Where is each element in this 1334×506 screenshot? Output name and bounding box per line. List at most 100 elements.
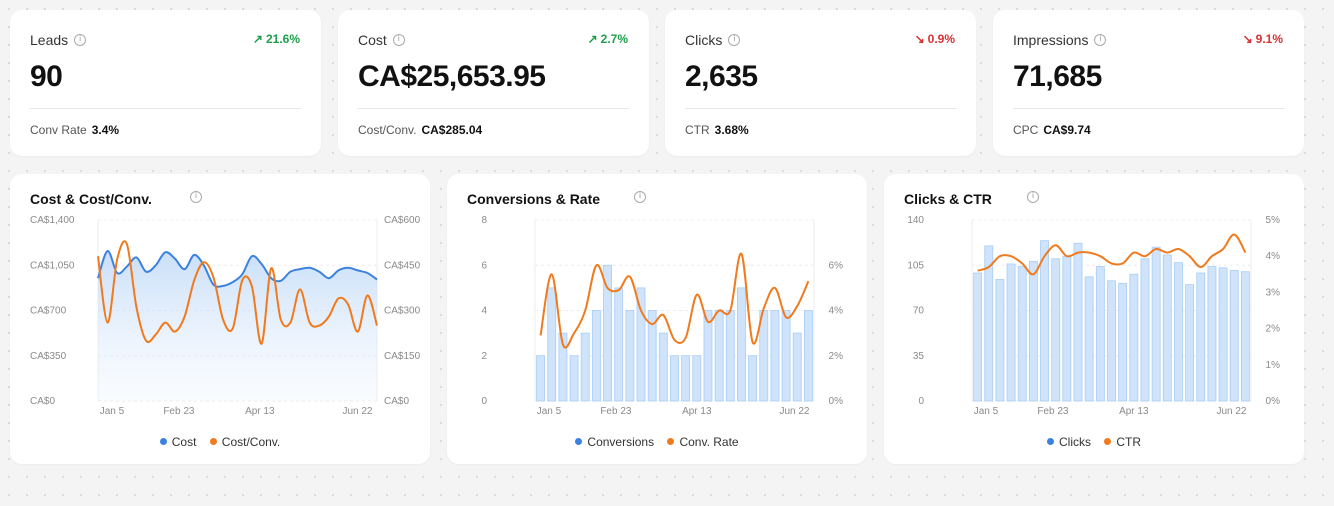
y-right-tick: CA$0: [384, 396, 409, 407]
chart-legend: Conversions Conv. Rate: [447, 434, 867, 449]
x-tick: Apr 13: [1119, 406, 1149, 417]
bar: [1017, 266, 1027, 402]
x-tick: Apr 13: [245, 406, 275, 417]
x-tick: Jun 22: [342, 406, 372, 417]
y-right-tick: 1%: [1266, 360, 1281, 371]
kpi-label-wrap: Clicks: [685, 32, 741, 48]
kpi-sub: CTR 3.68%: [685, 123, 749, 137]
x-tick: Jan 5: [100, 406, 125, 417]
bar: [1040, 240, 1049, 402]
y-right-tick: CA$600: [384, 215, 421, 226]
bar: [647, 310, 657, 402]
legend-label: Cost/Conv.: [221, 434, 281, 449]
kpi-value: 2,635: [685, 60, 758, 93]
legend-item[interactable]: Conversions: [575, 435, 654, 449]
y-right-tick: CA$150: [384, 351, 421, 362]
bar: [580, 332, 590, 402]
bar: [681, 355, 691, 402]
legend-dot: [667, 438, 675, 445]
cost-per-conv-line: [97, 240, 378, 345]
legend-item[interactable]: Conv. Rate: [667, 434, 739, 449]
bar: [1084, 276, 1094, 402]
trend-up-icon: ↗: [252, 32, 263, 46]
bar: [558, 332, 568, 402]
chart-card-clicks: Clicks & CTR 0 35 70 105 140 0% 1% 2% 3% 4% 5% Jan …: [884, 174, 1304, 464]
y-left-tick: CA$0: [30, 396, 55, 407]
bar: [770, 310, 780, 402]
bar: [984, 245, 994, 402]
rate-line: [977, 233, 1247, 276]
trend-down-icon: ↘: [1242, 32, 1253, 46]
y-left-tick: CA$1,400: [30, 215, 75, 226]
kpi-delta-value: 21.6%: [265, 32, 300, 46]
legend-item[interactable]: Cost/Conv.: [209, 434, 281, 449]
y-left-tick: 4: [481, 306, 487, 317]
trend-down-icon: ↘: [914, 32, 925, 46]
kpi-sub-label: CTR: [685, 123, 710, 137]
legend-label: Cost: [171, 434, 197, 449]
kpi-label: Clicks: [685, 32, 723, 48]
y-left-tick: CA$350: [30, 351, 67, 362]
chart-title: Clicks & CTR: [904, 191, 992, 207]
kpi-label-wrap: Cost: [358, 32, 405, 48]
bar: [692, 355, 702, 402]
kpi-label: Impressions: [1013, 32, 1089, 48]
legend-item[interactable]: CTR: [1104, 435, 1141, 449]
kpi-sub: Conv Rate 3.4%: [30, 123, 119, 137]
divider: [358, 108, 629, 109]
y-right-tick: 2%: [1266, 324, 1281, 335]
bar: [1229, 270, 1239, 402]
kpi-delta: ↗ 2.7%: [588, 32, 628, 46]
bar: [658, 332, 668, 402]
y-right-tick: 6%: [829, 260, 844, 271]
bar: [603, 264, 612, 402]
kpi-label: Cost: [358, 32, 387, 48]
legend-label: Conv. Rate: [679, 434, 739, 449]
bar: [973, 272, 982, 402]
legend-item[interactable]: Clicks: [1046, 435, 1091, 449]
info-icon[interactable]: [1027, 191, 1039, 203]
bar: [636, 287, 646, 402]
info-icon[interactable]: [1094, 34, 1107, 46]
kpi-card-clicks: Clicks ↘0.9% 2,635 CTR 3.68%: [665, 10, 976, 156]
info-icon[interactable]: [728, 34, 741, 46]
x-tick: Jan 5: [537, 406, 562, 417]
kpi-value: CA$25,653.95: [358, 60, 546, 93]
info-icon[interactable]: [634, 191, 646, 203]
info-icon[interactable]: [190, 191, 202, 203]
kpi-card-impressions: Impressions ↘9.1% 71,685 CPC CA$9.74: [993, 10, 1304, 156]
y-left-tick: 0: [918, 396, 924, 407]
legend-dot: [1046, 438, 1054, 445]
legend-item[interactable]: Cost: [159, 434, 197, 449]
bar: [1241, 271, 1250, 402]
legend-dot: [209, 438, 217, 445]
bar: [1185, 284, 1195, 402]
cost-line: [97, 249, 378, 288]
info-icon[interactable]: [74, 34, 87, 46]
info-icon[interactable]: [392, 34, 405, 46]
kpi-value: 71,685: [1013, 60, 1102, 93]
y-left-tick: 140: [907, 215, 924, 226]
kpi-sub-value: 3.4%: [91, 123, 120, 137]
y-right-tick: 5%: [1266, 215, 1281, 226]
bar: [792, 332, 802, 402]
bar: [804, 310, 813, 402]
bar: [703, 310, 713, 402]
bar: [1118, 282, 1128, 402]
legend-label: Conversions: [587, 434, 655, 449]
y-right-tick: 4%: [1266, 251, 1281, 262]
bar: [1073, 242, 1083, 402]
y-left-tick: CA$1,050: [30, 260, 75, 271]
chart-card-conversions: Conversions & Rate 0 2 4 6 8 0% 2% 4% 6% Jan 5 Feb…: [447, 174, 867, 464]
bar: [591, 310, 601, 402]
kpi-card-leads: Leads ↗21.6% 90 Conv Rate 3.4%: [10, 10, 321, 156]
bar: [1140, 258, 1150, 402]
divider: [685, 108, 956, 109]
bar: [1051, 258, 1061, 402]
kpi-label: Leads: [30, 32, 69, 48]
kpi-delta: ↘ 0.9%: [915, 32, 955, 46]
kpi-label-wrap: Leads: [30, 32, 87, 48]
kpi-sub-label: CPC: [1013, 123, 1039, 137]
bar: [625, 310, 635, 402]
chart-legend: Clicks CTR: [884, 434, 1304, 449]
